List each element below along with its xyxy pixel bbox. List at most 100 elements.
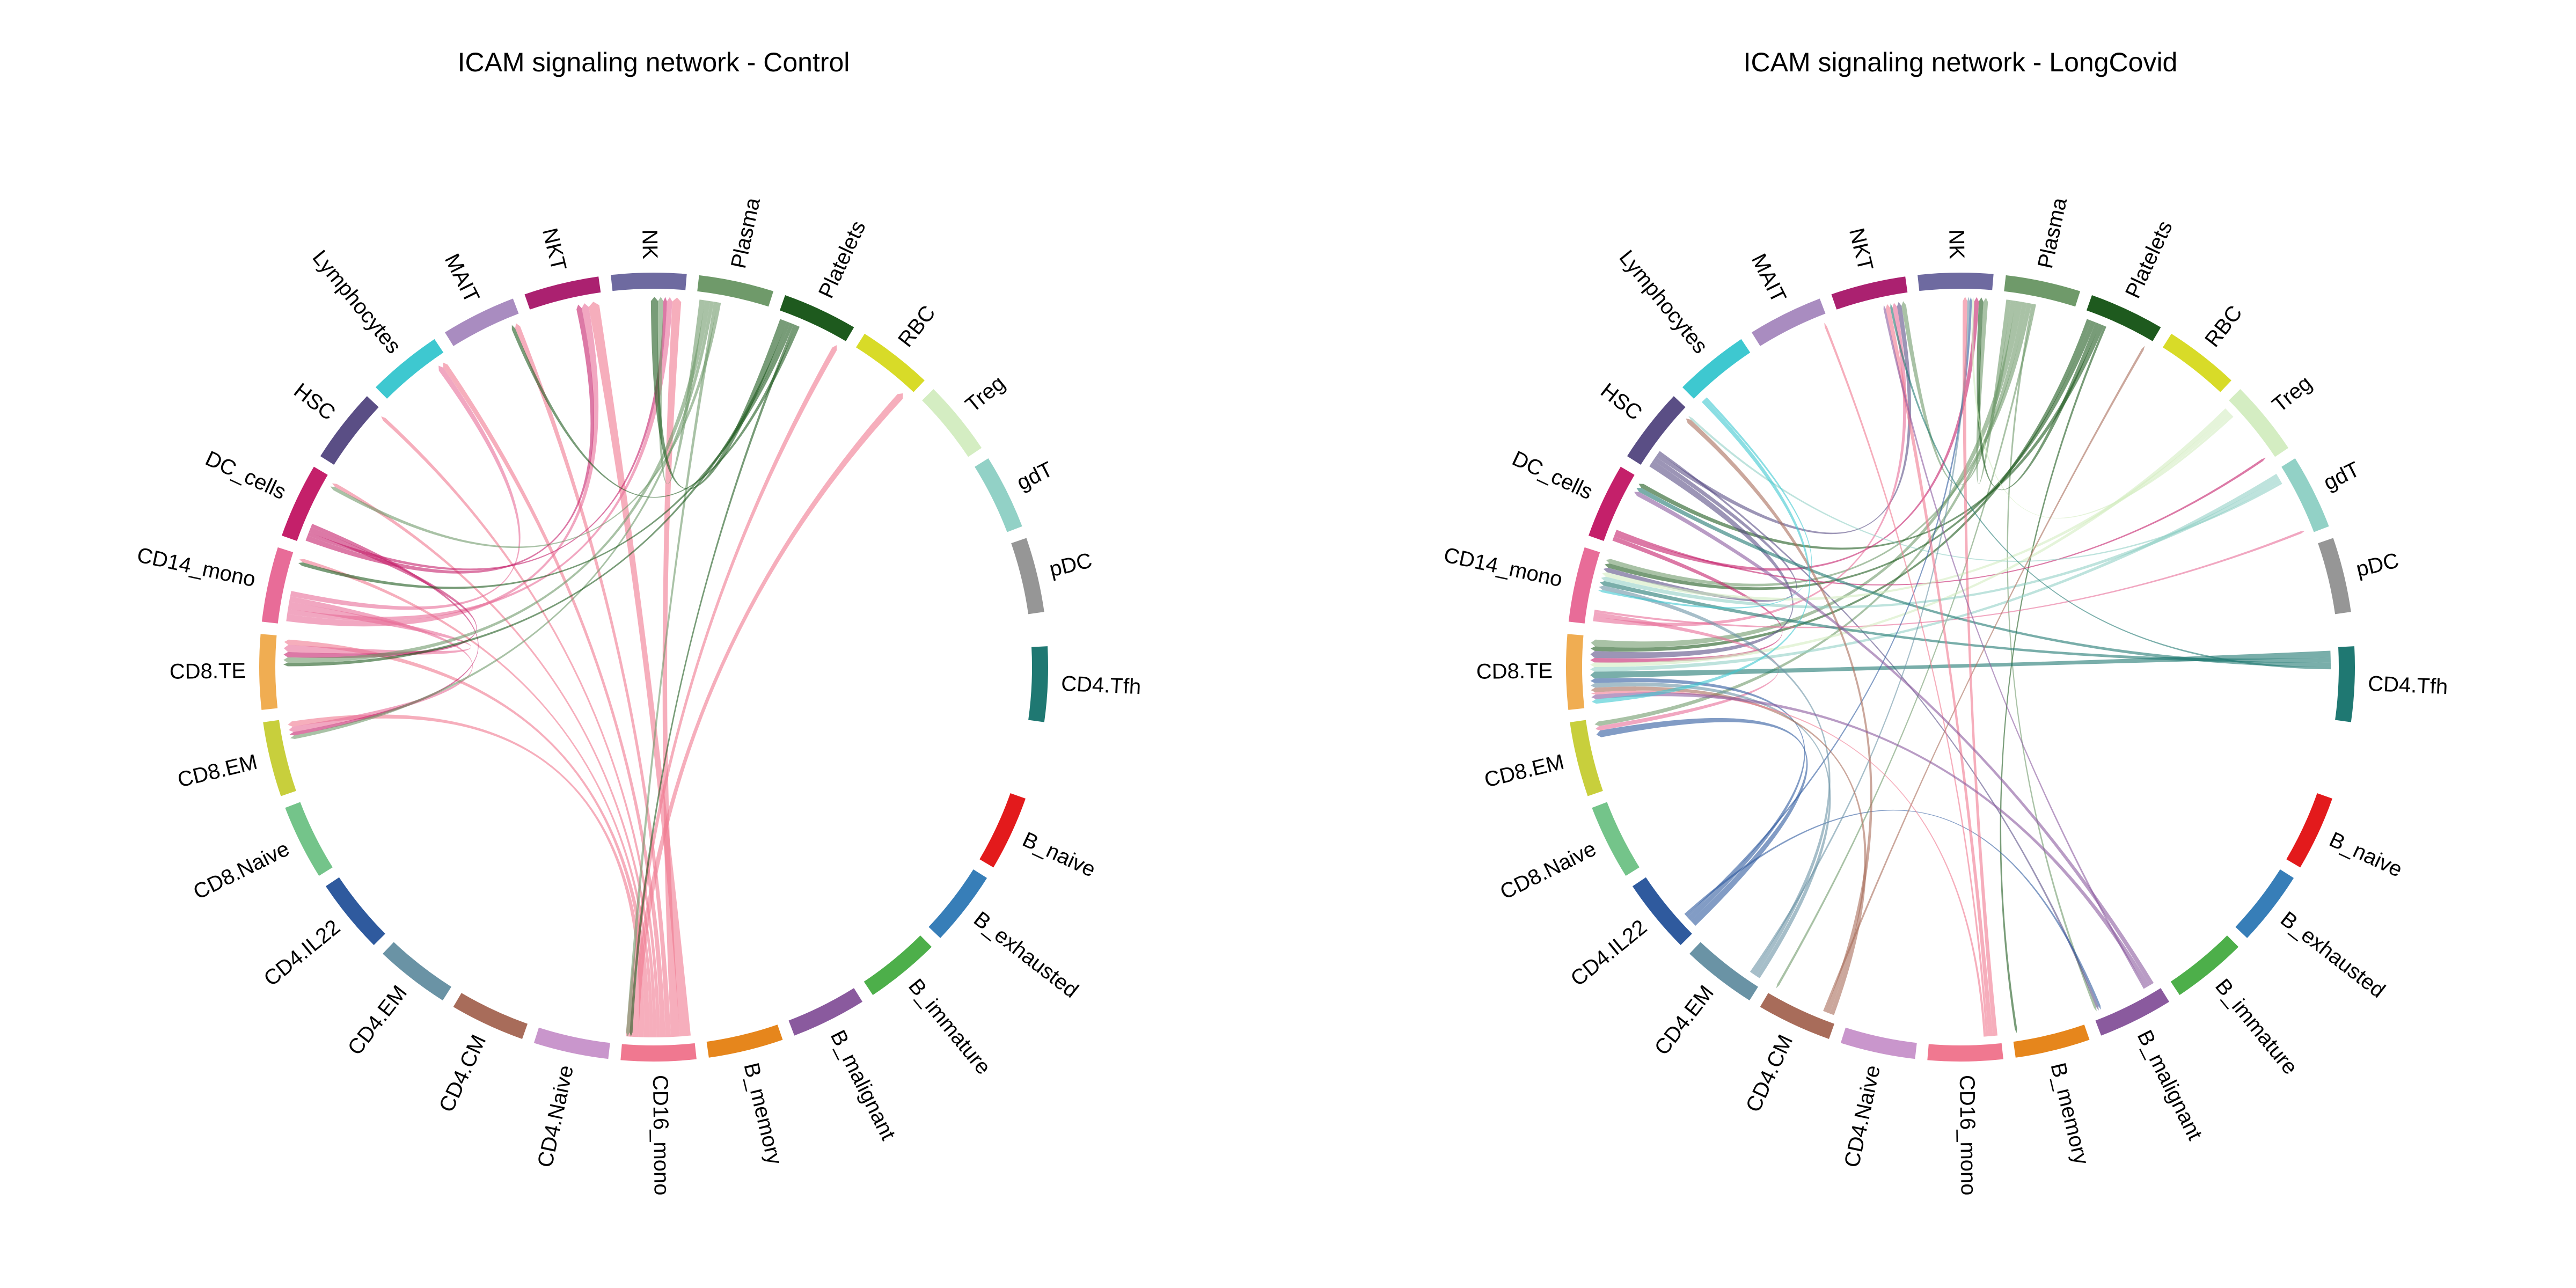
sector-label: pDC xyxy=(2354,548,2401,582)
sector-arc xyxy=(1566,634,1585,710)
sector-arc xyxy=(320,396,379,465)
sector-arc xyxy=(2095,988,2170,1036)
sector-arc xyxy=(1918,273,1994,291)
chord-link xyxy=(1634,492,2154,986)
sector-arc xyxy=(1927,1043,2003,1062)
chord-panel: ICAM signaling network - LongCovid CD4.Tf… xyxy=(1441,47,2448,1196)
sector-arc xyxy=(788,988,863,1036)
sector-arc xyxy=(1751,298,1826,346)
sector-arc xyxy=(2335,646,2355,722)
sector-arc xyxy=(2318,538,2351,614)
chord-link xyxy=(662,297,682,1037)
sector-label: RBC xyxy=(2200,301,2247,352)
sector-label: Treg xyxy=(2268,371,2316,417)
sector-arc xyxy=(1028,646,1048,722)
sector-arc xyxy=(444,298,519,346)
sector-arc xyxy=(1011,538,1044,614)
chord-link xyxy=(511,325,800,498)
sector-label: NK xyxy=(638,229,662,259)
sector-arc xyxy=(706,1024,783,1058)
sector-label: B_memory xyxy=(2046,1060,2093,1167)
sector-label: CD4.Naive xyxy=(533,1063,579,1169)
sector-arc xyxy=(1689,942,1758,1001)
chord-link xyxy=(305,304,594,574)
chord-link xyxy=(298,323,794,589)
sector-arc xyxy=(383,942,451,1001)
sector-arc xyxy=(263,720,296,796)
sector-label: NKT xyxy=(1845,226,1878,273)
sector-label: CD4.CM xyxy=(435,1031,491,1116)
chord-link xyxy=(1976,297,2011,484)
chord-link xyxy=(1591,690,1986,1037)
sector-label: CD4.EM xyxy=(1650,981,1718,1059)
sector-arc xyxy=(1682,339,1751,399)
sector-label: NK xyxy=(1944,229,1968,259)
chord-link xyxy=(443,362,666,1037)
chord-link xyxy=(284,639,649,1037)
sector-label: CD16_mono xyxy=(1955,1075,1980,1196)
sector-arc xyxy=(1592,802,1640,876)
sector-label: HSC xyxy=(1596,378,1646,425)
chord-panel: ICAM signaling network - Control CD4.Tfh B… xyxy=(135,47,1141,1196)
sector-arc xyxy=(2004,275,2081,307)
chord-link xyxy=(283,300,711,663)
sector-label: CD4.CM xyxy=(1741,1031,1798,1116)
sector-label: CD4.IL22 xyxy=(1566,915,1651,991)
sector-label: NKT xyxy=(538,226,571,273)
sector-arc xyxy=(611,273,687,291)
sector-arc xyxy=(1570,720,1603,796)
chord-link xyxy=(2000,326,2106,1034)
sector-arc xyxy=(524,276,601,310)
sector-label: B_naive xyxy=(1019,828,1100,882)
sector-label: B_malignant xyxy=(826,1027,900,1144)
sector-label: Lymphocytes xyxy=(1614,246,1712,358)
sector-label: DC_cells xyxy=(202,447,290,504)
sector-label: CD4.Tfh xyxy=(1060,672,1141,699)
sector-label: CD8.EM xyxy=(175,750,260,792)
chord-link xyxy=(288,714,645,1037)
sector-label: Platelets xyxy=(2121,217,2177,302)
sector-label: DC_cells xyxy=(1509,447,1597,504)
chord-link xyxy=(1977,297,2100,491)
sector-label: Plasma xyxy=(2033,195,2072,270)
sector-label: B_naive xyxy=(2326,828,2406,882)
chord-link xyxy=(1590,678,1805,921)
sector-label: CD16_mono xyxy=(648,1075,674,1196)
sector-label: gdT xyxy=(2320,457,2363,495)
sector-arc xyxy=(2170,935,2239,996)
sector-arc xyxy=(2087,295,2161,341)
chord-link xyxy=(1750,297,1970,974)
sector-label: pDC xyxy=(1047,548,1094,582)
chord-link xyxy=(381,416,660,1037)
sector-label: MAIT xyxy=(1747,250,1791,306)
sector-label: CD8.EM xyxy=(1482,750,1567,792)
sector-arc xyxy=(1568,547,1600,624)
sector-label: CD14_mono xyxy=(1441,543,1564,591)
chord-link xyxy=(1963,297,1998,1036)
sector-arc xyxy=(975,458,1022,532)
chord-link xyxy=(1594,531,2305,628)
chart-title: ICAM signaling network - Control xyxy=(458,47,850,77)
chord-link xyxy=(290,301,714,740)
sector-label: B_memory xyxy=(739,1060,786,1167)
sector-label: CD8.Naive xyxy=(1496,837,1600,904)
sector-arc xyxy=(1632,877,1692,946)
sector-arc xyxy=(1589,466,1635,541)
sector-arc xyxy=(979,793,1026,868)
sector-label: Treg xyxy=(961,371,1009,417)
sector-arc xyxy=(2229,389,2289,457)
sector-label: B_immature xyxy=(904,975,996,1079)
chord-link xyxy=(283,527,477,658)
sector-arc xyxy=(2286,793,2332,868)
sector-label: CD4.IL22 xyxy=(259,915,345,991)
sector-label: Lymphocytes xyxy=(308,246,405,358)
sector-arc xyxy=(261,547,294,624)
sector-label: B_exhausted xyxy=(969,907,1082,1002)
sector-arc xyxy=(325,877,385,946)
sector-label: RBC xyxy=(894,301,940,352)
sector-label: B_exhausted xyxy=(2276,907,2389,1002)
sector-arc xyxy=(1840,1027,1917,1059)
chord-link xyxy=(289,524,479,736)
sector-arc xyxy=(282,466,328,541)
sector-arc xyxy=(1760,993,1834,1039)
